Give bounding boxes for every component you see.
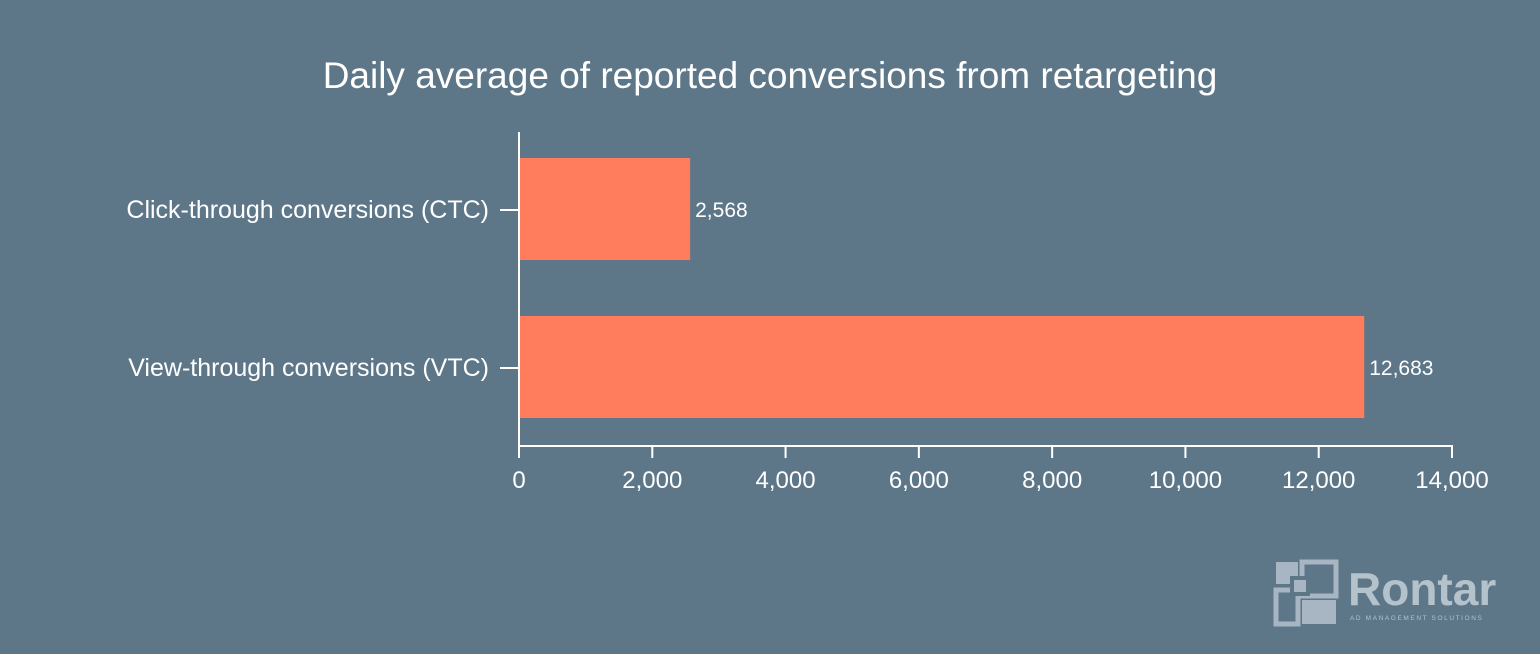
data-label-2: 12,683: [1369, 357, 1433, 380]
x-tick-label-8: 14,000: [1415, 467, 1488, 494]
x-tick-label-3: 4,000: [756, 467, 816, 494]
category-label-2: View-through conversions (VTC): [128, 354, 489, 382]
x-tick-label-5: 8,000: [1022, 467, 1082, 494]
data-label-1: 2,568: [695, 199, 748, 222]
x-tick-label-1: 0: [512, 467, 525, 494]
x-tick-label-7: 12,000: [1282, 467, 1355, 494]
bar-2: [519, 316, 1365, 418]
category-label-1: Click-through conversions (CTC): [126, 196, 489, 224]
rontar-logo-icon: [1273, 559, 1339, 627]
chart-title: Daily average of reported conversions fr…: [323, 55, 1218, 96]
x-tick-label-4: 6,000: [889, 467, 949, 494]
rontar-logo-tagline: AD MANAGEMENT SOLUTIONS: [1350, 615, 1483, 622]
bar-1: [519, 158, 691, 260]
x-tick-label-6: 10,000: [1149, 467, 1222, 494]
x-tick-label-2: 2,000: [622, 467, 682, 494]
rontar-logo-text: Rontar: [1348, 563, 1496, 615]
rontar-logo: Rontar AD MANAGEMENT SOLUTIONS: [1273, 559, 1496, 627]
plot-area: 2,568 Click-through conversions (CTC) 12,6…: [126, 132, 1489, 494]
